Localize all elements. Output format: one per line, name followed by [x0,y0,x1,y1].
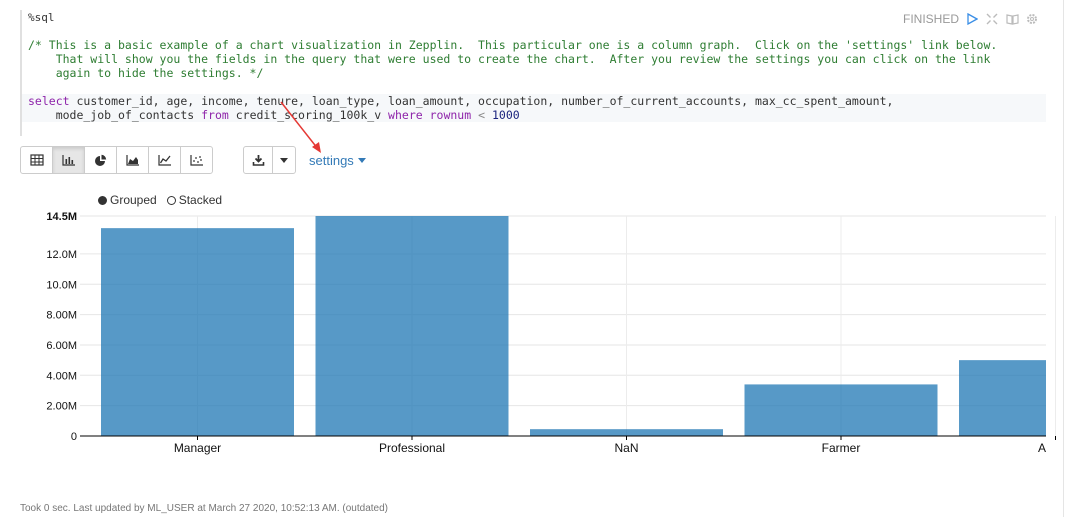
bar [744,384,938,436]
bar [101,228,294,436]
y-tick-label: 2.00M [46,401,77,413]
scatter-chart-button[interactable] [180,146,213,174]
download-button[interactable] [243,146,273,174]
code-token: That will show you the fields in the que… [28,52,991,66]
code-line: select customer_id, age, income, tenure,… [22,94,1046,108]
code-token: where [388,108,423,122]
status-label: FINISHED [902,12,959,26]
y-tick-label: 10.0M [46,279,77,291]
paragraph-controls: FINISHED [903,11,1039,27]
code-token [485,108,492,122]
visualization-toolbar [20,146,213,176]
settings-label: settings [309,153,354,168]
book-icon[interactable] [1005,12,1019,26]
annotation-arrow [280,101,321,153]
code-line: again to hide the settings. */ [22,66,1046,80]
download-icon [252,155,264,166]
pie-chart-button[interactable] [84,146,117,174]
interpreter-label: %sql [28,11,55,24]
x-tick-label: Professional [379,441,445,455]
download-group [243,146,296,174]
bar-chart: 0 2.00M 4.00M 6.00M 8.00M 10.0M 12.0M 14.5M Mana… [46,211,1056,455]
radio-selected-icon [98,195,107,205]
y-tick-label: 12.0M [46,249,77,261]
collapse-icon[interactable] [985,12,999,26]
bar [530,429,723,436]
caret-down-icon [280,157,288,163]
code-token: select [28,94,70,108]
stacked-option[interactable]: Stacked [166,193,223,207]
gear-icon[interactable] [1025,12,1039,26]
paragraph-footer: Took 0 sec. Last updated by ML_USER at M… [20,503,388,514]
area-chart-button[interactable] [116,146,149,174]
x-tick-label: A [1038,441,1046,455]
chart-mode-options: Grouped Stacked [98,193,222,207]
download-options-button[interactable] [272,146,296,174]
settings-link[interactable]: settings [309,153,366,168]
radio-unselected-icon [166,195,176,205]
grouped-option[interactable]: Grouped [98,193,157,207]
code-token: rownum [429,108,472,122]
line-chart-button[interactable] [148,146,181,174]
code-token: < [478,108,486,122]
x-tick-label: Manager [174,441,221,455]
y-tick-label: 6.00M [46,340,77,352]
pie-chart-icon [95,154,107,166]
code-line [22,80,1046,94]
code-line: That will show you the fields in the que… [22,52,1046,66]
y-tick-label: 4.00M [46,370,77,382]
bar [959,360,1046,436]
editor-gutter [20,10,22,136]
code-token: /* This is a basic example of a chart vi… [28,38,998,52]
y-tick-label: 14.5M [46,211,77,223]
code-token: 1000 [491,108,520,122]
code-token: credit_scoring_100k_v [228,108,389,122]
bar-chart-button[interactable] [52,146,85,174]
code-editor[interactable]: /* This is a basic example of a chart vi… [22,38,1046,122]
code-token: customer_id, age, income, tenure, loan_t… [69,94,894,108]
caret-down-icon [357,158,366,163]
table-view-button[interactable] [20,146,53,174]
bar-chart-icon [61,155,75,166]
code-token [423,108,430,122]
stacked-label: Stacked [178,193,223,207]
grouped-label: Grouped [110,193,157,207]
code-line: /* This is a basic example of a chart vi… [22,38,1046,52]
table-icon [29,154,44,166]
code-token: mode_job_of_contacts [28,108,202,122]
code-token: again to hide the settings. */ [28,66,264,80]
line-chart-icon [157,155,171,166]
area-chart-icon [125,155,139,166]
code-token: from [201,108,229,122]
x-tick-label: Farmer [822,441,861,455]
scatter-chart-icon [189,155,203,166]
run-icon[interactable] [965,12,979,26]
bar [315,216,509,436]
y-tick-label: 8.00M [46,310,77,322]
x-tick-label: NaN [614,441,638,455]
y-tick-label: 0 [71,431,77,443]
code-line: mode_job_of_contacts from credit_scoring… [22,108,1046,122]
